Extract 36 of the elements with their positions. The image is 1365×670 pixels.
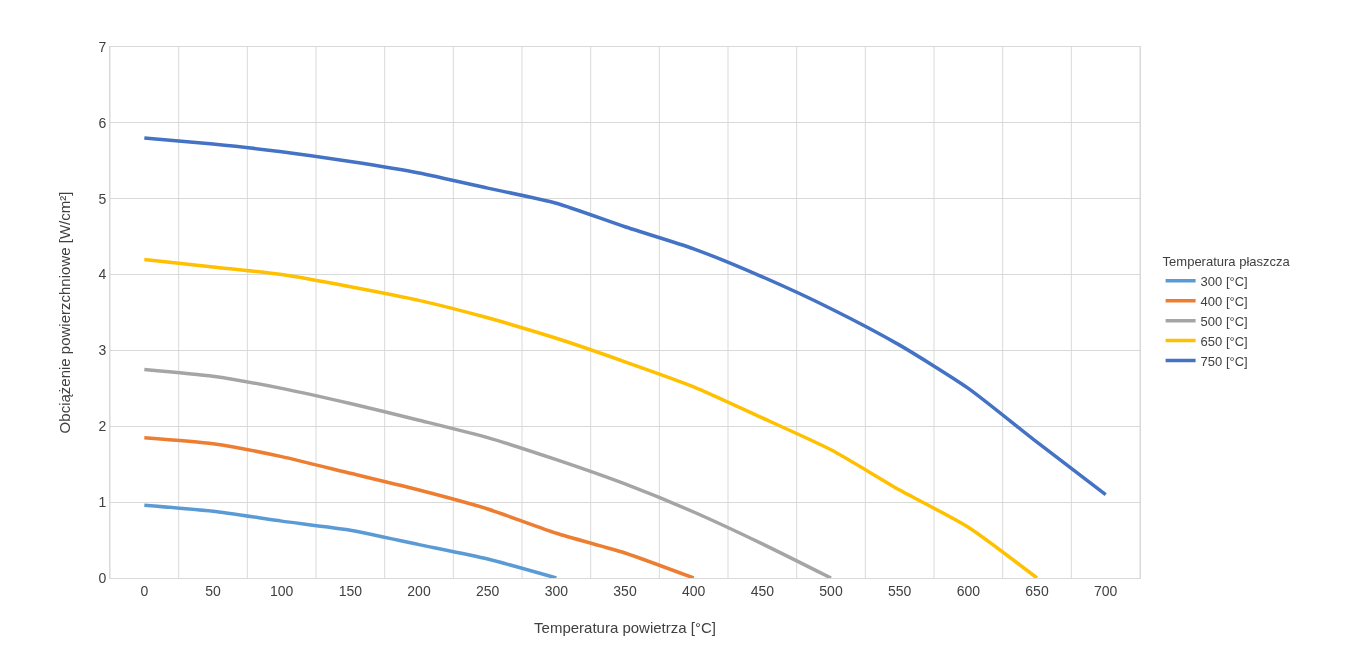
x-tick-label: 100 xyxy=(269,582,294,599)
x-tick-label: 350 xyxy=(613,582,637,599)
line-series xyxy=(142,136,1108,497)
legend-label: 750 [°C] xyxy=(1200,353,1248,369)
y-axis-title: Obciążenie powierzchniowe [W/cm²] xyxy=(56,191,73,434)
x-tick-label: 650 xyxy=(1025,582,1049,599)
legend-title: Temperatura płaszcza xyxy=(1162,253,1291,269)
x-tick-label: 0 xyxy=(140,582,149,599)
legend-label: 400 [°C] xyxy=(1200,293,1248,309)
x-tick-label: 550 xyxy=(887,582,912,599)
x-tick-label: 700 xyxy=(1093,582,1118,599)
line-series xyxy=(142,503,559,578)
x-tick-label: 400 xyxy=(681,582,706,599)
line-series xyxy=(142,257,1039,578)
y-tick-label: 6 xyxy=(98,114,107,131)
x-tick-label: 200 xyxy=(407,582,431,599)
legend-label: 300 [°C] xyxy=(1200,273,1248,289)
y-tick-label: 7 xyxy=(98,38,107,55)
y-tick-label: 4 xyxy=(98,266,107,283)
x-tick-label: 150 xyxy=(338,582,363,599)
x-tick-label: 250 xyxy=(475,582,500,599)
x-tick-label: 450 xyxy=(750,582,775,599)
y-tick-label: 0 xyxy=(98,569,107,586)
x-tick-label: 500 xyxy=(819,582,843,599)
x-axis-title: Temperatura powietrza [°C] xyxy=(534,619,716,636)
line-series xyxy=(142,367,833,578)
legend-label: 500 [°C] xyxy=(1200,313,1248,329)
x-tick-label: 50 xyxy=(205,582,221,599)
legend-label: 650 [°C] xyxy=(1200,333,1248,349)
y-tick-label: 1 xyxy=(98,494,107,511)
x-tick-label: 300 xyxy=(544,582,569,599)
y-tick-label: 2 xyxy=(98,418,107,435)
y-tick-label: 5 xyxy=(98,190,107,207)
y-tick-label: 3 xyxy=(98,342,107,359)
x-tick-label: 600 xyxy=(956,582,981,599)
line-series xyxy=(142,435,696,578)
